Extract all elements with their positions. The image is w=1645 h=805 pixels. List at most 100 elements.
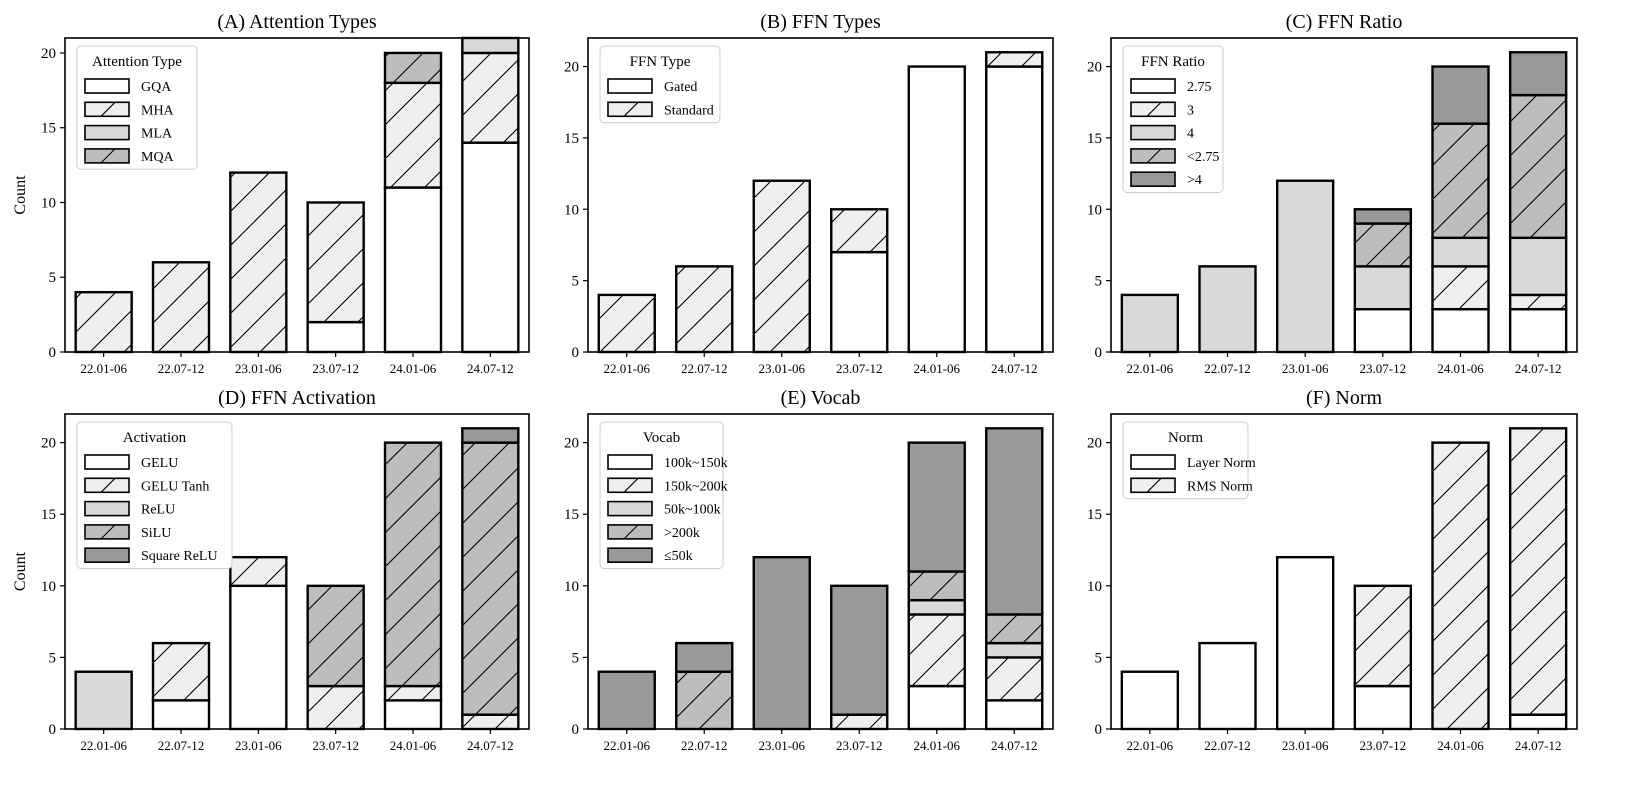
bar-hatch-standard-22-01-06 xyxy=(598,294,655,352)
panel-e: (E) Vocab 0 5 10 15 20 22.01-06 22.07-12 23.01-0… xyxy=(564,387,1054,753)
bar-2-75-24-01-06 xyxy=(1431,307,1490,354)
bar-2-75-23-07-12 xyxy=(1353,307,1413,354)
y-tick-label: 10 xyxy=(1087,202,1102,218)
bar-hatch-lt2-75-24-07-12 xyxy=(1510,95,1567,238)
legend-label-100k-to-150k: 100k~150k xyxy=(664,456,728,471)
legend: Activation GELU GELU Tanh ReLU SiLU Square Re… xyxy=(76,421,233,569)
x-tick-label: 24.01-06 xyxy=(1437,361,1484,376)
bar-hatch-3-24-07-12 xyxy=(1510,294,1567,310)
panel-title: (A) Attention Types xyxy=(217,11,377,33)
bar-le50k-24-07-12 xyxy=(985,427,1044,616)
panel-f: (F) Norm 0 5 10 15 20 22.01-06 22.07-12 23.01-06… xyxy=(1087,387,1578,753)
bar-le50k-22-07-12 xyxy=(675,641,734,673)
bars xyxy=(1120,427,1568,731)
bar-hatch-mha-22-01-06 xyxy=(75,292,132,352)
bar-layer-norm-22-07-12 xyxy=(1198,641,1257,731)
legend-swatch-le50k xyxy=(607,547,653,564)
y-tick-label: 20 xyxy=(564,436,579,452)
plot-frame xyxy=(587,37,1054,353)
bar-hatch-150k-to-200k-24-01-06 xyxy=(908,614,965,687)
y-tick-label: 10 xyxy=(41,195,56,211)
legend-label-gated: Gated xyxy=(664,80,697,95)
x-tick-label: 23.01-06 xyxy=(235,738,282,753)
legend-swatch-hatch-lt2-75 xyxy=(1146,148,1162,164)
x-tick-label: 23.01-06 xyxy=(1282,738,1329,753)
legend: FFN Ratio 2.75 3 4 <2.75 >4 xyxy=(1122,45,1224,193)
bar-50k-to-100k-24-01-06 xyxy=(907,598,966,616)
legend-label-gt4: >4 xyxy=(1187,173,1202,188)
plot-frame xyxy=(1110,37,1578,353)
y-tick-label: 0 xyxy=(572,345,580,361)
bar-gated-24-01-06 xyxy=(907,65,966,354)
legend-label-layer-norm: Layer Norm xyxy=(1187,456,1256,471)
x-tick-label: 24.07-12 xyxy=(467,361,514,376)
bar-hatch-gt200k-24-07-12 xyxy=(986,614,1043,644)
bar-gqa-24-01-06 xyxy=(383,186,443,354)
bar-hatch-gelu-tanh-23-07-12 xyxy=(307,686,364,729)
x-tick-label: 23.01-06 xyxy=(235,361,282,376)
y-tick-label: 5 xyxy=(49,650,57,666)
bar-4-23-07-12 xyxy=(1353,265,1413,311)
bar-hatch-rms-norm-24-01-06 xyxy=(1432,442,1489,729)
panel-title: (C) FFN Ratio xyxy=(1286,11,1403,33)
legend-label-gelu-tanh: GELU Tanh xyxy=(141,479,209,494)
bar-layer-norm-23-07-12 xyxy=(1353,684,1413,731)
legend-label-lt2-75: <2.75 xyxy=(1187,150,1219,165)
x-tick-label: 22.01-06 xyxy=(603,738,650,753)
bar-gelu-24-01-06 xyxy=(383,699,443,731)
bar-2-75-24-07-12 xyxy=(1508,307,1568,354)
y-tick-label: 5 xyxy=(1095,650,1103,666)
legend-title: Attention Type xyxy=(92,54,182,70)
bar-4-23-01-06 xyxy=(1275,179,1335,354)
legend-swatch-gqa xyxy=(84,78,130,94)
panel-d: (D) FFN Activation Count 0 5 10 15 20 22.01-06 2… xyxy=(12,387,530,753)
bar-mla-24-07-12 xyxy=(461,36,520,55)
legend-title: Vocab xyxy=(643,430,680,446)
legend-label-gqa: GQA xyxy=(141,80,172,95)
bar-gt4-23-07-12 xyxy=(1353,208,1413,225)
bar-hatch-gelu-tanh-23-01-06 xyxy=(230,557,287,586)
bar-hatch-gelu-tanh-24-01-06 xyxy=(385,686,441,701)
legend-swatch-hatch-standard xyxy=(623,101,639,117)
legend: FFN Type Gated Standard xyxy=(599,45,721,124)
plot-frame xyxy=(1110,413,1578,730)
x-tick-label: 24.07-12 xyxy=(1515,361,1562,376)
legend-swatch-gt200k xyxy=(607,524,653,540)
y-tick-label: 5 xyxy=(572,650,580,666)
bar-hatch-mha-23-07-12 xyxy=(307,202,364,323)
x-tick-label: 22.07-12 xyxy=(158,738,205,753)
bar-hatch-mha-24-01-06 xyxy=(385,82,441,188)
legend-title: FFN Ratio xyxy=(1141,54,1205,70)
legend-title: FFN Type xyxy=(630,54,691,70)
x-tick-label: 24.07-12 xyxy=(991,738,1038,753)
y-tick-label: 20 xyxy=(564,60,579,76)
panel-title: (F) Norm xyxy=(1306,387,1383,409)
bar-hatch-standard-24-07-12 xyxy=(986,52,1043,67)
bar-hatch-standard-23-01-06 xyxy=(753,180,810,352)
bar-hatch-standard-23-07-12 xyxy=(831,209,888,253)
bar-gated-23-07-12 xyxy=(830,250,889,354)
bar-hatch-mha-24-07-12 xyxy=(462,52,519,143)
bar-4-22-07-12 xyxy=(1198,265,1257,354)
legend-label-2-75: 2.75 xyxy=(1187,80,1212,95)
x-tick-label: 22.07-12 xyxy=(1204,738,1251,753)
legend-label-gelu: GELU xyxy=(141,456,178,471)
legend-swatch-mha xyxy=(84,101,130,118)
y-tick-label: 5 xyxy=(1095,274,1103,290)
legend-label-rms-norm: RMS Norm xyxy=(1187,479,1253,494)
y-tick-label: 20 xyxy=(1087,60,1102,76)
bar-4-24-07-12 xyxy=(1508,236,1568,297)
bar-gt4-24-07-12 xyxy=(1508,51,1568,97)
y-tick-label: 10 xyxy=(1087,579,1102,595)
x-tick-label: 23.07-12 xyxy=(836,738,883,753)
x-tick-label: 23.07-12 xyxy=(1360,361,1407,376)
x-tick-label: 23.07-12 xyxy=(312,738,359,753)
bar-hatch-3-24-01-06 xyxy=(1432,266,1489,310)
x-tick-label: 22.01-06 xyxy=(1127,738,1174,753)
bar-hatch-silu-24-01-06 xyxy=(385,442,441,687)
x-tick-label: 22.01-06 xyxy=(1127,361,1174,376)
plot-frame xyxy=(64,413,530,730)
x-tick-label: 22.07-12 xyxy=(681,738,728,753)
legend-swatch-gated xyxy=(607,78,653,94)
legend: Vocab 100k~150k 150k~200k 50k~100k >200k ≤50k xyxy=(599,421,728,569)
